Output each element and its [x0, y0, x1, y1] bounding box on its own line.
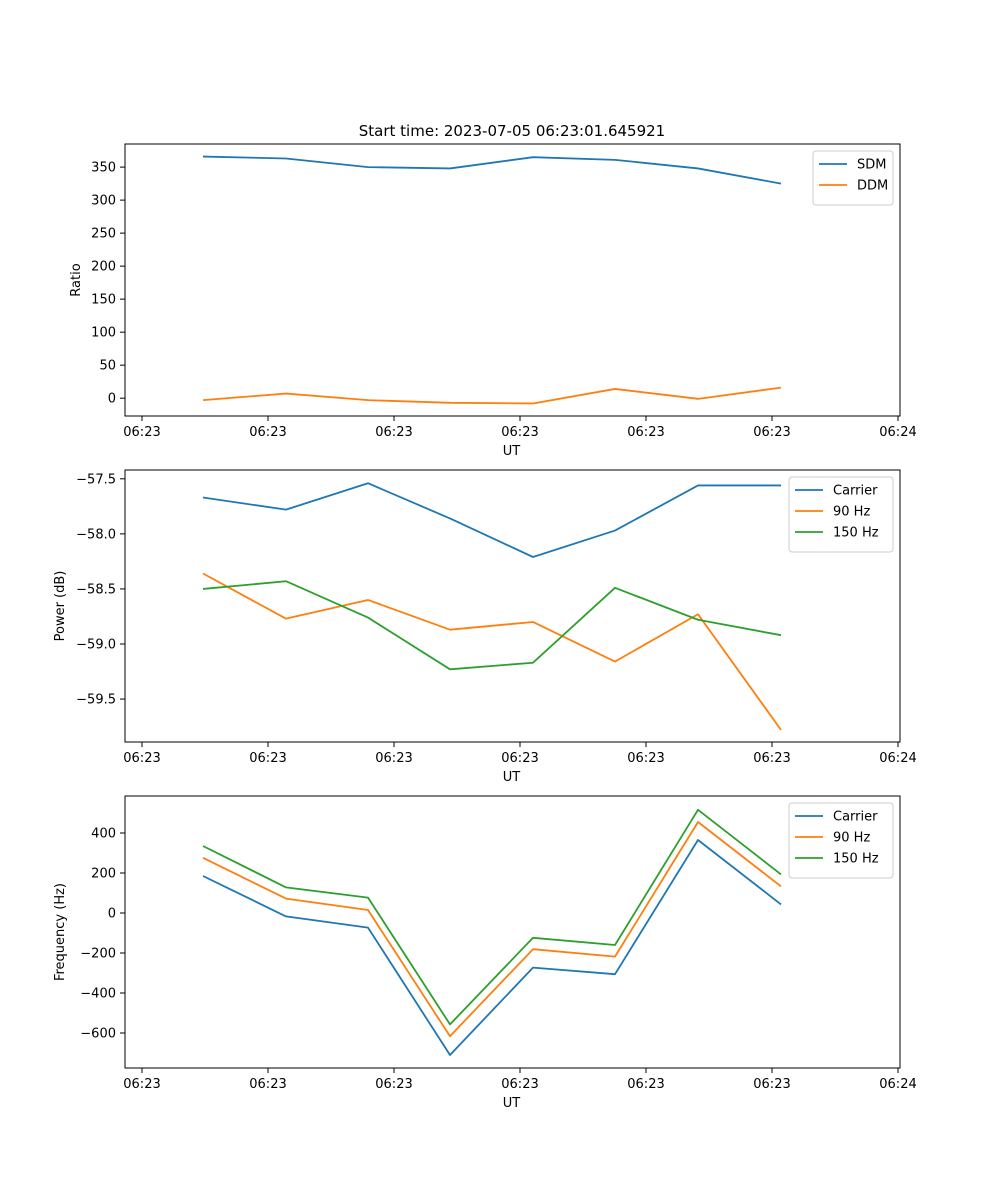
legend: Carrier 90 Hz 150 Hz	[788, 802, 894, 879]
chart-panel-3: 06:23 06:23 06:23 06:23 06:23 06:23 06:24 −600 −…	[53, 795, 917, 1111]
x-tick-label: 06:23	[375, 1077, 412, 1092]
series-line-90-hz	[202, 821, 782, 1038]
y-axis-label: Ratio	[69, 263, 84, 296]
x-tick-label: 06:23	[249, 425, 286, 440]
y-tick-label: −600	[80, 1027, 116, 1042]
x-tick-label: 06:23	[123, 425, 160, 440]
x-axis-label: UT	[503, 1096, 521, 1111]
x-tick-label: 06:23	[501, 425, 538, 440]
x-tick-label: 06:23	[627, 751, 664, 766]
y-tick-label: 250	[91, 227, 116, 242]
y-tick-label: −58.5	[76, 582, 116, 597]
chart-panel-1: 06:23 06:23 06:23 06:23 06:23 06:23 06:24 0 50 10…	[69, 143, 917, 459]
x-tick-label: 06:23	[627, 425, 664, 440]
y-tick-label: 200	[91, 260, 116, 275]
x-tick-label: 06:23	[375, 425, 412, 440]
series-line-150-hz	[202, 580, 782, 671]
x-tick-label: 06:23	[627, 1077, 664, 1092]
y-tick-label: −58.0	[76, 527, 116, 542]
x-tick-label: 06:23	[753, 425, 790, 440]
legend-frame	[788, 802, 894, 879]
x-tick-label: 06:24	[879, 425, 916, 440]
y-tick-label: 50	[99, 359, 116, 374]
y-tick-label: −59.0	[76, 637, 116, 652]
x-axis-label: UT	[503, 770, 521, 785]
y-tick-label: 300	[91, 194, 116, 209]
x-tick-label: 06:23	[501, 751, 538, 766]
x-tick-label: 06:23	[249, 1077, 286, 1092]
plot-area-frame	[124, 143, 901, 417]
legend-label: 150 Hz	[833, 526, 879, 541]
y-tick-label: 150	[91, 293, 116, 308]
y-tick-label: 100	[91, 326, 116, 341]
legend: Carrier 90 Hz 150 Hz	[788, 476, 894, 553]
legend-label: 90 Hz	[833, 831, 870, 846]
y-tick-label: −59.5	[76, 693, 116, 708]
y-tick-label: −200	[80, 947, 116, 962]
x-tick-label: 06:23	[501, 1077, 538, 1092]
y-tick-label: −400	[80, 987, 116, 1002]
series-line-carrier	[202, 482, 781, 558]
legend-label: Carrier	[833, 484, 878, 499]
plot-area-frame	[124, 469, 901, 743]
y-axis-label: Frequency (Hz)	[53, 883, 68, 981]
x-tick-label: 06:23	[123, 1077, 160, 1092]
x-tick-label: 06:24	[879, 751, 916, 766]
series-line-150-hz	[202, 808, 782, 1026]
series-line-90-hz	[202, 572, 782, 731]
y-tick-label: −57.5	[76, 472, 116, 487]
legend-label: SDM	[857, 158, 886, 173]
legend-label: 150 Hz	[833, 852, 879, 867]
charts: 06:23 06:23 06:23 06:23 06:23 06:23 06:24 0 50 10…	[53, 143, 917, 1111]
legend-label: 90 Hz	[833, 505, 870, 520]
legend-frame	[788, 476, 894, 553]
y-axis-label: Power (dB)	[53, 571, 68, 642]
x-tick-label: 06:23	[249, 751, 286, 766]
series-line-sdm	[202, 155, 782, 185]
x-axis-label: UT	[503, 444, 521, 459]
y-tick-label: 350	[91, 161, 116, 176]
figure-title: Start time: 2023-07-05 06:23:01.645921	[359, 122, 665, 140]
x-tick-label: 06:23	[123, 751, 160, 766]
plot-area-frame	[124, 795, 901, 1069]
y-tick-label: 0	[108, 392, 116, 407]
y-tick-label: 400	[91, 827, 116, 842]
x-tick-label: 06:24	[879, 1077, 916, 1092]
legend-label: DDM	[857, 179, 888, 194]
x-tick-label: 06:23	[375, 751, 412, 766]
legend: SDM DDM	[812, 150, 894, 206]
y-tick-label: 0	[108, 907, 116, 922]
x-tick-label: 06:23	[753, 1077, 790, 1092]
series-line-ddm	[202, 386, 782, 405]
series-line-carrier	[202, 839, 782, 1056]
y-tick-label: 200	[91, 867, 116, 882]
legend-label: Carrier	[833, 810, 878, 825]
chart-panel-2: 06:23 06:23 06:23 06:23 06:23 06:23 06:24 −59.5…	[53, 469, 917, 785]
x-tick-label: 06:23	[753, 751, 790, 766]
